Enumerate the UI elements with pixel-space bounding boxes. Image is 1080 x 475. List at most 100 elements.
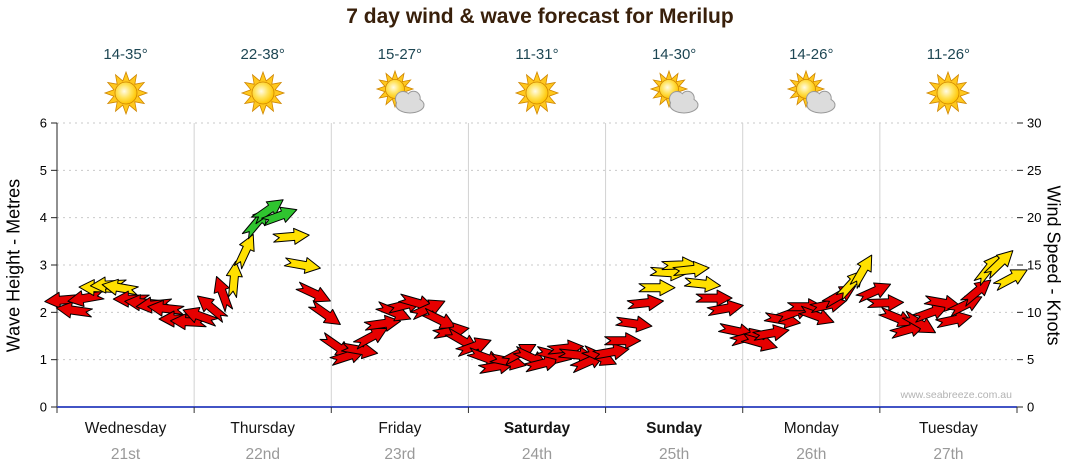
wind-arrow <box>89 276 128 294</box>
wind-arrow <box>901 310 936 334</box>
wind-arrow <box>763 312 801 329</box>
wind-arrow <box>489 353 527 371</box>
sun-behind-cloud-icon <box>649 69 699 114</box>
wind-arrow <box>695 289 733 307</box>
wind-arrow <box>409 299 446 320</box>
axis-tick-labels: 0 1 2 3 4 5 6 0 5 10 15 20 25 30 <box>40 116 1042 415</box>
wind-arrow <box>112 290 150 308</box>
wind-arrow <box>835 270 864 301</box>
day-temp-range: 15-27° <box>377 45 423 63</box>
left-axis-tick-label: 2 <box>40 305 47 320</box>
wind-arrow <box>67 290 105 307</box>
wind-arrow <box>615 315 653 333</box>
wind-arrow <box>340 342 379 360</box>
right-axis-tick-label: 0 <box>1027 400 1034 415</box>
right-axis-tick-label: 5 <box>1027 352 1034 367</box>
weather-icon-sunny <box>468 68 605 118</box>
day-name: Saturday <box>503 420 571 437</box>
chart-title: 7 day wind & wave forecast for Merilup <box>346 5 734 28</box>
wind-arrow <box>197 295 229 323</box>
wind-arrow <box>213 275 234 313</box>
weather-icon-partly-cloudy <box>743 68 880 118</box>
wind-arrow <box>329 346 367 366</box>
wind-arrow <box>375 301 412 322</box>
right-axis-tick-label: 25 <box>1027 163 1041 178</box>
sun-icon <box>514 70 560 116</box>
day-name: Wednesday <box>84 420 167 437</box>
wind-arrow <box>398 293 435 312</box>
weather-icon-sunny <box>57 68 194 118</box>
weather-icon-partly-cloudy <box>331 68 468 118</box>
wind-arrow <box>124 294 162 312</box>
sun-behind-cloud-icon <box>787 69 836 114</box>
day-name: Monday <box>783 420 839 437</box>
wind-arrow <box>233 233 255 270</box>
cloud-shape <box>669 90 699 114</box>
axes <box>51 122 1023 413</box>
temps-row: 14-35° 22-38° 15-27° 11-31° 14-30° 14-26° 11-2… <box>57 44 1017 64</box>
day-temp-range: 22-38° <box>240 45 285 63</box>
weather-icon-sunny <box>880 68 1017 118</box>
wind-arrow <box>363 314 402 332</box>
day-name: Sunday <box>646 420 703 437</box>
wind-arrow <box>295 281 331 303</box>
left-axis-title: Wave Height - Metres <box>3 178 24 353</box>
wind-arrow <box>849 254 873 289</box>
wind-arrow <box>626 294 665 312</box>
day-names-row: Wednesday Thursday Friday Saturday Sunday Mon… <box>57 419 1017 439</box>
wind-arrow <box>821 285 856 309</box>
wind-arrow <box>169 313 208 331</box>
wind-arrow <box>809 295 847 313</box>
day-temp-range: 14-26° <box>789 45 834 63</box>
wind-arrow <box>683 275 722 293</box>
wind-arrow <box>55 301 93 319</box>
wind-arrow <box>478 357 516 375</box>
wind-arrow <box>444 327 479 351</box>
wind-arrow <box>798 305 835 326</box>
wind-arrow <box>101 278 139 296</box>
wind-arrow <box>592 343 630 360</box>
wind-arrow <box>672 260 710 278</box>
day-date: 23rd <box>384 446 416 463</box>
wind-arrow <box>319 332 353 358</box>
wind-arrow <box>386 295 424 314</box>
right-axis-title: Wind Speed - Knots <box>1043 185 1064 346</box>
wind-arrow <box>718 323 756 341</box>
wind-arrow <box>866 294 905 312</box>
sun-icon <box>240 70 285 116</box>
right-axis-tick-label: 15 <box>1027 258 1041 273</box>
wind-arrow <box>421 307 457 329</box>
wind-arrow <box>935 310 973 329</box>
wind-arrow <box>308 300 341 326</box>
cloud-shape <box>394 90 425 114</box>
cloud-shape <box>806 90 836 114</box>
wind-arrow <box>523 354 561 373</box>
right-axis-tick-label: 10 <box>1027 305 1041 320</box>
left-axis-tick-label: 0 <box>40 400 47 415</box>
sun-behind-cloud-icon <box>375 69 425 114</box>
wind-arrow <box>283 257 321 274</box>
day-date: 22nd <box>245 446 280 463</box>
wind-arrow <box>983 250 1014 279</box>
wind-arrow <box>261 206 298 227</box>
sun-icon <box>103 70 148 116</box>
wind-arrow <box>182 307 219 327</box>
day-temp-range: 14-35° <box>103 45 148 63</box>
wind-arrow <box>649 264 687 282</box>
wind-arrow <box>512 346 549 367</box>
wind-arrow <box>241 208 270 240</box>
wind-arrow <box>546 339 585 357</box>
weather-icon-partly-cloudy <box>606 68 743 118</box>
wind-arrow <box>947 295 983 317</box>
day-date: 27th <box>933 446 964 463</box>
wind-arrow <box>973 254 1000 286</box>
wind-arrow <box>466 347 504 367</box>
day-date: 25th <box>659 446 690 463</box>
gridlines <box>57 122 1017 407</box>
wind-arrow <box>912 303 949 323</box>
wind-arrow <box>147 299 185 317</box>
wind-arrow <box>78 279 116 297</box>
wind-arrow <box>569 352 606 374</box>
day-name: Thursday <box>230 420 296 437</box>
wind-arrow <box>225 260 243 298</box>
